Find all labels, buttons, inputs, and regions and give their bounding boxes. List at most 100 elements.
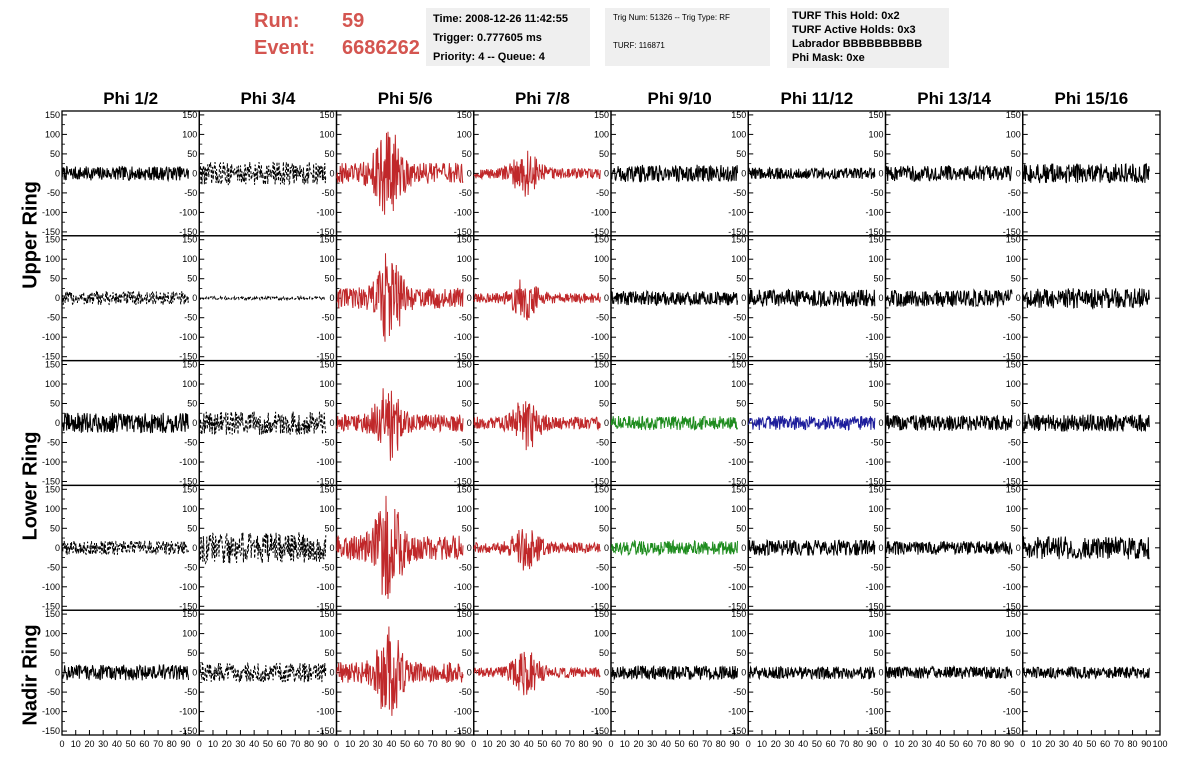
waveform-trace [199, 411, 327, 437]
y-tick-label: 50 [462, 274, 472, 284]
y-tick-label: -100 [728, 457, 746, 467]
y-tick-label: -50 [321, 687, 334, 697]
y-tick-label: 100 [457, 379, 472, 389]
x-tick-label: 0 [746, 739, 751, 749]
y-tick-label: 50 [50, 149, 60, 159]
labrador-text: Labrador BBBBBBBBBB [792, 38, 923, 50]
x-tick-label: 50 [263, 739, 273, 749]
turf-num-text: TURF: 116871 [613, 41, 665, 50]
y-tick-label: 150 [868, 360, 883, 370]
y-tick-label: 100 [182, 379, 197, 389]
y-tick-label: 150 [45, 235, 60, 245]
y-tick-label: -150 [42, 726, 60, 736]
x-tick-label: 70 [565, 739, 575, 749]
waveform-trace [336, 253, 464, 342]
waveform-trace [885, 664, 1013, 680]
y-tick-label: -100 [591, 332, 609, 342]
y-tick-label: 50 [1011, 648, 1021, 658]
x-tick-label: 10 [894, 739, 904, 749]
y-tick-label: -50 [47, 188, 60, 198]
y-tick-label: 150 [1006, 609, 1021, 619]
y-tick-label: -50 [596, 438, 609, 448]
y-tick-label: -150 [728, 601, 746, 611]
y-tick-label: 100 [731, 379, 746, 389]
y-tick-label: 150 [457, 235, 472, 245]
y-tick-label: 0 [192, 668, 197, 678]
y-tick-label: 0 [741, 418, 746, 428]
y-tick-label: 50 [462, 149, 472, 159]
x-tick-label: 40 [798, 739, 808, 749]
y-tick-label: 0 [878, 418, 883, 428]
y-tick-label: 50 [324, 523, 334, 533]
y-tick-label: -50 [459, 562, 472, 572]
y-tick-label: 50 [462, 648, 472, 658]
waveform-trace [610, 164, 738, 184]
x-tick-label: 50 [126, 739, 136, 749]
y-tick-label: 150 [182, 110, 197, 120]
y-tick-label: 0 [878, 168, 883, 178]
waveform-trace [610, 289, 738, 307]
y-tick-label: 0 [329, 668, 334, 678]
y-tick-label: 150 [594, 609, 609, 619]
phi-mask-text: Phi Mask: 0xe [792, 52, 865, 64]
x-tick-label: 100 [1152, 739, 1167, 749]
y-tick-label: -100 [865, 207, 883, 217]
y-tick-label: -100 [42, 582, 60, 592]
y-tick-label: 0 [55, 668, 60, 678]
y-tick-label: -150 [865, 601, 883, 611]
y-tick-label: 100 [731, 504, 746, 514]
y-tick-label: -150 [316, 477, 334, 487]
y-tick-label: 0 [192, 168, 197, 178]
waveform-trace [61, 663, 189, 681]
x-tick-label: 30 [510, 739, 520, 749]
y-tick-label: -150 [1003, 352, 1021, 362]
x-tick-label: 90 [455, 739, 465, 749]
y-tick-label: -150 [316, 601, 334, 611]
y-tick-label: 150 [731, 609, 746, 619]
y-tick-label: 0 [467, 293, 472, 303]
y-tick-label: -150 [179, 726, 197, 736]
y-tick-label: -150 [1003, 477, 1021, 487]
waveform-trace [336, 131, 464, 215]
y-tick-label: -50 [459, 687, 472, 697]
y-tick-label: 50 [1011, 399, 1021, 409]
x-tick-label: 20 [771, 739, 781, 749]
y-tick-label: 100 [868, 129, 883, 139]
y-tick-label: 50 [1011, 274, 1021, 284]
x-tick-label: 90 [730, 739, 740, 749]
y-tick-label: -100 [454, 582, 472, 592]
y-tick-label: 50 [736, 523, 746, 533]
y-tick-label: -50 [184, 313, 197, 323]
x-tick-label: 10 [345, 739, 355, 749]
y-tick-label: -50 [733, 562, 746, 572]
y-tick-label: -100 [316, 332, 334, 342]
x-tick-label: 70 [702, 739, 712, 749]
y-tick-label: 100 [594, 504, 609, 514]
y-tick-label: 150 [731, 484, 746, 494]
waveform-trace [473, 651, 601, 696]
y-tick-label: -50 [184, 438, 197, 448]
y-tick-label: -150 [42, 477, 60, 487]
x-tick-label: 90 [318, 739, 328, 749]
x-tick-label: 30 [98, 739, 108, 749]
y-tick-label: 50 [50, 523, 60, 533]
y-tick-label: -150 [454, 726, 472, 736]
y-tick-label: -150 [454, 601, 472, 611]
y-tick-label: 100 [45, 254, 60, 264]
y-tick-label: -50 [1008, 562, 1021, 572]
x-tick-label: 70 [1114, 739, 1124, 749]
waveform-trace [199, 661, 327, 683]
y-tick-label: 100 [457, 504, 472, 514]
y-tick-label: 0 [55, 543, 60, 553]
y-tick-label: 0 [192, 543, 197, 553]
y-tick-label: -150 [179, 227, 197, 237]
y-tick-label: -50 [1008, 687, 1021, 697]
y-tick-label: 150 [594, 235, 609, 245]
y-tick-label: 0 [604, 543, 609, 553]
y-tick-label: 50 [736, 149, 746, 159]
y-tick-label: 0 [467, 543, 472, 553]
y-tick-label: -150 [179, 477, 197, 487]
x-tick-label: 90 [1004, 739, 1014, 749]
x-tick-label: 20 [222, 739, 232, 749]
y-tick-label: 100 [45, 129, 60, 139]
